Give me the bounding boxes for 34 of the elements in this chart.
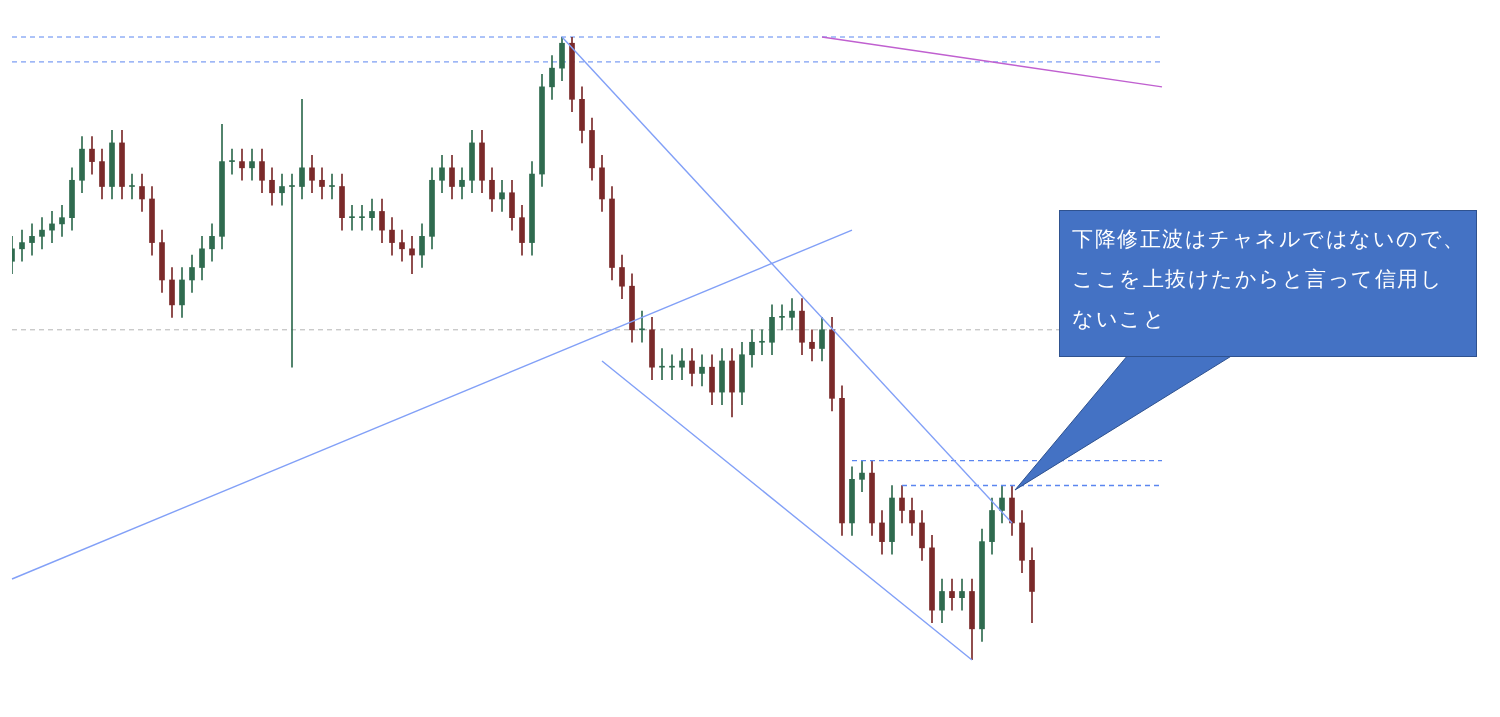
annotation: 下降修正波はチャネルではないので、ここを上抜けたからと言って信用しないこと — [1059, 210, 1477, 357]
candlestick — [129, 173, 135, 200]
candlestick — [359, 204, 365, 231]
candlestick — [319, 167, 325, 200]
candlestick — [409, 236, 415, 275]
candlestick — [39, 217, 45, 250]
candlestick — [239, 148, 245, 181]
candlestick — [459, 167, 465, 200]
candlestick — [349, 204, 355, 231]
candlestick — [19, 229, 25, 262]
candlestick — [789, 298, 795, 331]
candlestick — [699, 354, 705, 387]
candlestick — [949, 578, 955, 611]
candlestick — [289, 173, 295, 368]
candlestick — [759, 329, 765, 356]
candlestick — [229, 148, 235, 175]
candlestick — [779, 304, 785, 331]
candlestick — [59, 204, 65, 237]
candlestick — [279, 173, 285, 206]
candlestick — [669, 354, 675, 380]
candlestick — [299, 98, 305, 200]
candlestick — [959, 578, 965, 611]
candlestick — [659, 348, 665, 380]
candlestick — [49, 211, 55, 243]
candlestick — [29, 223, 35, 256]
candlestick — [639, 310, 645, 343]
candlestick — [809, 329, 815, 362]
candlestick — [399, 229, 405, 262]
candlestick — [249, 148, 255, 181]
candlestick — [369, 198, 375, 231]
candlestick — [329, 173, 335, 200]
candlestick — [859, 460, 865, 493]
candlestick — [499, 179, 505, 212]
candlestick — [679, 348, 685, 380]
